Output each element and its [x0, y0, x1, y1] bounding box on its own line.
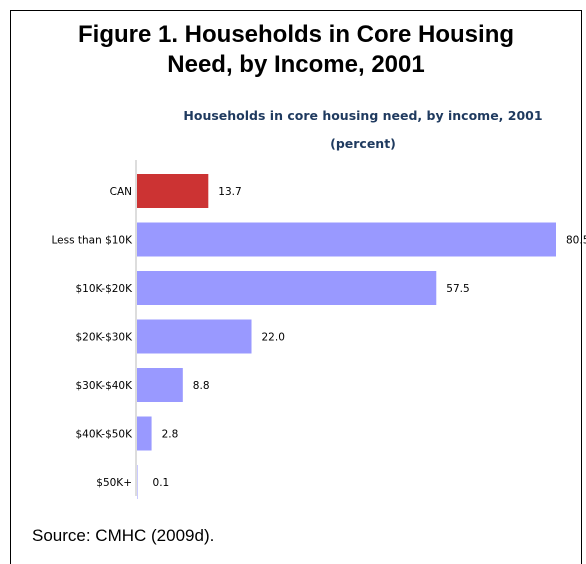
category-label: Less than $10K [51, 235, 133, 247]
value-label: 0.1 [153, 477, 170, 489]
bar-10k-20k [137, 271, 437, 305]
figure-frame [10, 10, 582, 564]
value-label: 57.5 [446, 283, 469, 295]
bar-can [137, 174, 209, 208]
category-label: CAN [110, 186, 132, 198]
value-label: 13.7 [218, 186, 241, 198]
category-label: $30K-$40K [75, 380, 133, 392]
value-label: 8.8 [193, 380, 210, 392]
category-label: $50K+ [96, 477, 132, 489]
value-label: 22.0 [262, 332, 285, 344]
category-label: $20K-$30K [75, 332, 133, 344]
figure-title-line-2: Need, by Income, 2001 [167, 51, 425, 78]
bar-50k [137, 465, 138, 499]
chart-subtitle: (percent) [330, 136, 396, 151]
bar-30k-40k [137, 368, 183, 402]
chart-title: Households in core housing need, by inco… [148, 102, 578, 158]
figure-title: Figure 1. Households in Core Housing Nee… [10, 20, 582, 80]
category-label: $10K-$20K [75, 283, 133, 295]
bar-less-than-10k [137, 222, 556, 257]
bar-40k-50k [137, 416, 152, 451]
figure-title-line-1: Figure 1. Households in Core Housing [77, 21, 515, 48]
value-label: 80.5 [566, 235, 586, 247]
category-label: $40K-$50K [75, 429, 133, 441]
bar-20k-30k [137, 319, 252, 354]
source-note: Source: CMHC (2009d). [32, 526, 215, 545]
value-label: 2.8 [162, 429, 179, 441]
chart-title-text: Households in core housing need, by inco… [183, 108, 543, 123]
